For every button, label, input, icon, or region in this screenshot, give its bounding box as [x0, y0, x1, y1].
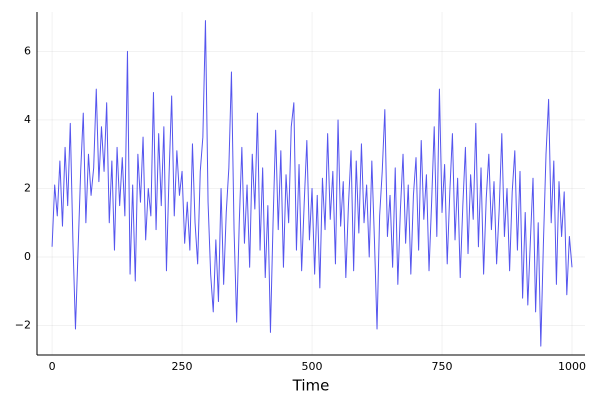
- x-tick-label: 1000: [558, 360, 586, 373]
- x-tick-label: 250: [172, 360, 193, 373]
- x-tick-label: 500: [302, 360, 323, 373]
- y-tick-label: 4: [24, 113, 31, 126]
- series-line: [51, 20, 573, 347]
- x-axis-label: Time: [292, 377, 330, 395]
- y-tick-label: 0: [24, 250, 31, 263]
- x-tick-label: 750: [432, 360, 453, 373]
- x-tick-label: 0: [49, 360, 56, 373]
- y-tick-label: −2: [15, 319, 31, 332]
- y-tick-label: 6: [24, 44, 31, 57]
- y-tick-label: 2: [24, 181, 31, 194]
